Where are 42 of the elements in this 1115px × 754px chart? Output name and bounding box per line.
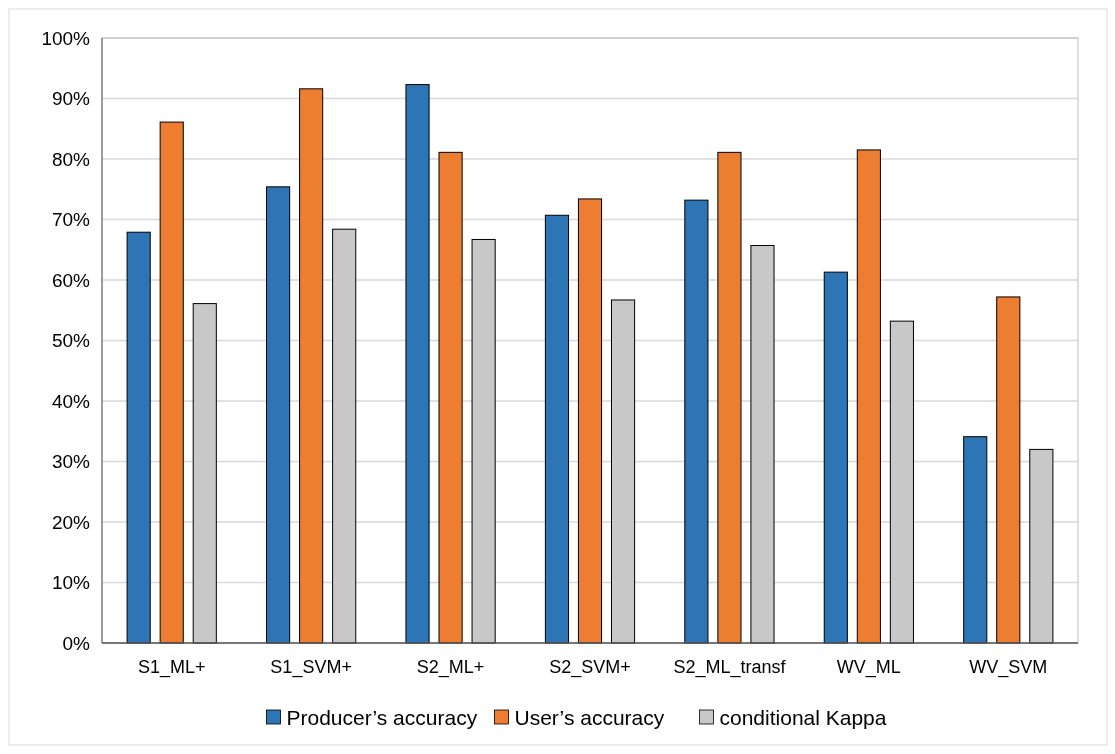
bar [159,121,184,644]
bar [332,228,357,644]
bar [610,299,636,644]
bar [299,88,324,644]
y-tick-label: 30% [51,451,91,473]
y-tick-label: 60% [51,269,91,291]
y-tick-label: 80% [51,148,91,170]
bar [684,199,709,644]
y-tick-label: 10% [51,572,91,594]
bar [750,245,775,644]
legend-label: User’s accuracy [514,706,665,730]
bar [192,303,217,644]
x-tick-label: WV_ML [836,657,901,678]
y-tick-label: 100% [41,27,91,49]
y-tick-label: 0% [62,632,91,654]
x-tick-label: S1_ML+ [137,657,206,678]
bar [996,296,1021,644]
bar [266,186,291,644]
y-tick-label: 50% [51,330,91,352]
y-tick-label: 20% [51,511,91,533]
bar [438,151,463,644]
bar [471,238,496,644]
y-tick-label: 40% [51,390,91,412]
bar [963,436,988,644]
bar [889,320,914,644]
bar [577,198,603,644]
bar [856,149,881,644]
x-tick-label: WV_SVM [969,657,1048,678]
bar [1029,448,1054,644]
bar [126,231,151,644]
bar [405,84,430,644]
y-tick-label: 70% [51,209,91,231]
bar [544,214,570,644]
bar [823,271,848,644]
x-tick-label: S2_SVM+ [549,657,631,678]
x-tick-label: S2_ML_transf [673,657,787,678]
x-tick-label: S1_SVM+ [270,657,352,678]
legend-label: conditional Kappa [719,706,887,730]
x-tick-label: S2_ML+ [416,657,485,678]
y-tick-label: 90% [51,88,91,110]
legend-label: Producer’s accuracy [286,706,478,730]
bar [717,151,742,644]
